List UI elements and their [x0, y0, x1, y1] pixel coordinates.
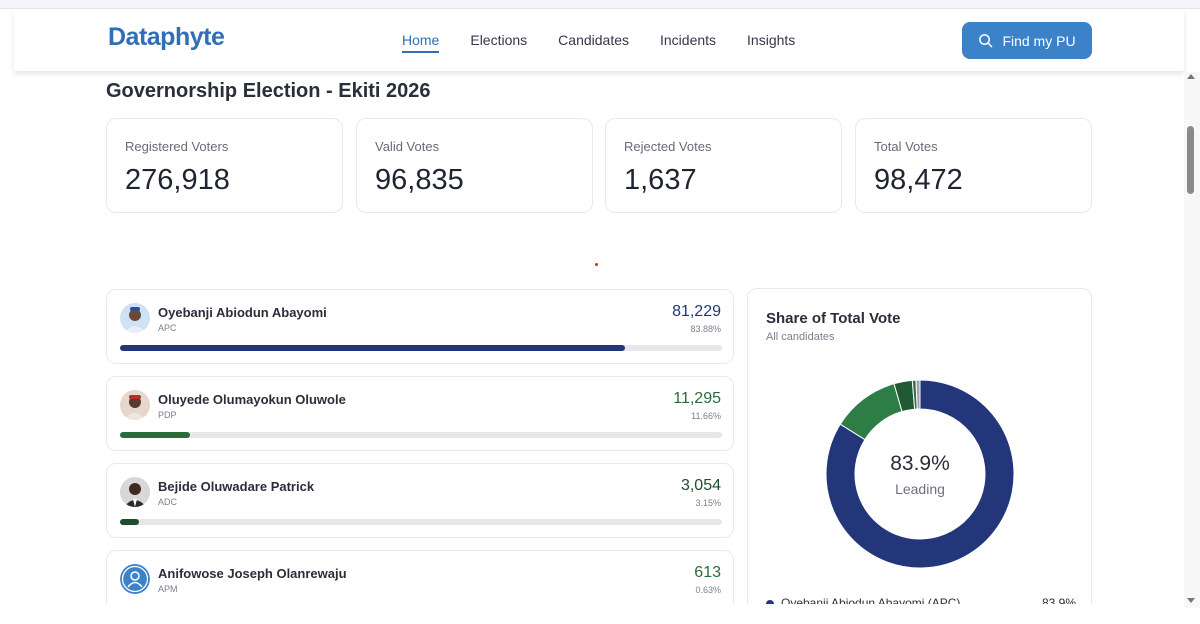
vote-share-bar-fill — [120, 432, 191, 438]
nav-elections[interactable]: Elections — [470, 32, 528, 48]
vote-share-bar-fill — [120, 519, 139, 525]
page-title: Governorship Election - Ekiti 2026 — [106, 80, 431, 102]
stat-value: 1,637 — [624, 164, 697, 196]
user-placeholder-icon — [120, 564, 150, 594]
candidate-votes: 11,295 — [673, 390, 721, 407]
candidate-percent: 11.66% — [691, 411, 721, 421]
candidate-votes: 3,054 — [680, 477, 721, 494]
stat-label: Total Votes — [874, 139, 938, 154]
stat-value: 276,918 — [125, 164, 230, 196]
scroll-down-arrow-icon[interactable] — [1187, 598, 1195, 603]
vote-share-bar-track — [120, 345, 722, 351]
stat-label: Registered Voters — [125, 139, 229, 154]
candidate-avatar — [120, 303, 150, 333]
candidate-votes: 613 — [694, 564, 721, 581]
candidate-party: ADC — [158, 497, 178, 507]
share-subtitle: All candidates — [766, 331, 835, 343]
find-my-pu-button[interactable]: Find my PU — [962, 22, 1092, 59]
stat-card-valid-votes: Valid Votes 96,835 — [356, 118, 593, 213]
candidate-card-apc[interactable]: Oyebanji Abiodun Abayomi APC 81,229 83.8… — [106, 289, 734, 364]
candidate-name: Anifowose Joseph Olanrewaju — [158, 566, 347, 581]
candidate-avatar — [120, 390, 150, 420]
candidate-avatar — [120, 477, 150, 507]
candidate-name: Oluyede Olumayokun Oluwole — [158, 392, 346, 407]
stat-card-registered-voters: Registered Voters 276,918 — [106, 118, 343, 213]
candidate-percent: 83.88% — [690, 324, 721, 334]
page-scrollbar[interactable] — [1184, 72, 1200, 608]
stat-card-total-votes: Total Votes 98,472 — [855, 118, 1092, 213]
candidate-party: APC — [158, 323, 177, 333]
search-icon — [979, 34, 993, 48]
candidate-votes: 81,229 — [672, 303, 721, 320]
candidate-party: APM — [158, 584, 178, 594]
donut-center-value: 83.9% — [890, 452, 950, 475]
loading-indicator-dot — [595, 263, 598, 266]
nav-incidents[interactable]: Incidents — [660, 32, 717, 48]
donut-slice-1[interactable] — [825, 379, 1015, 569]
share-of-total-vote-card: Share of Total Vote All candidates 83.9%… — [747, 288, 1092, 618]
stat-card-rejected-votes: Rejected Votes 1,637 — [605, 118, 842, 213]
vote-share-bar-track — [120, 519, 722, 525]
candidate-card-adc[interactable]: Bejide Oluwadare Patrick ADC 3,054 3.15% — [106, 463, 734, 538]
candidate-percent: 0.63% — [695, 585, 721, 595]
stat-label: Valid Votes — [375, 139, 440, 154]
stat-value: 98,472 — [874, 164, 963, 196]
share-title: Share of Total Vote — [766, 310, 901, 327]
vote-share-donut-chart[interactable] — [820, 374, 1020, 574]
dataphyte-logo[interactable]: Dataphyte — [108, 23, 225, 51]
candidate-party: PDP — [158, 410, 177, 420]
candidate-name: Oyebanji Abiodun Abayomi — [158, 305, 327, 320]
browser-top-strip — [0, 0, 1200, 9]
vote-share-bar-fill — [120, 345, 625, 351]
nav-home[interactable]: Home — [402, 32, 440, 53]
scrollbar-thumb[interactable] — [1187, 126, 1194, 194]
candidate-percent: 3.15% — [695, 498, 721, 508]
stat-value: 96,835 — [375, 164, 464, 196]
stat-label: Rejected Votes — [624, 139, 712, 154]
donut-center-label: Leading — [895, 481, 945, 497]
top-navbar: Dataphyte Home Elections Candidates Inci… — [14, 9, 1184, 71]
nav-insights[interactable]: Insights — [747, 32, 796, 48]
candidate-card-pdp[interactable]: Oluyede Olumayokun Oluwole PDP 11,295 11… — [106, 376, 734, 451]
main-nav: Home Elections Candidates Incidents Insi… — [402, 9, 826, 71]
nav-candidates[interactable]: Candidates — [558, 32, 629, 48]
find-my-pu-label: Find my PU — [1002, 32, 1076, 49]
candidate-name: Bejide Oluwadare Patrick — [158, 479, 315, 494]
scroll-up-arrow-icon[interactable] — [1187, 74, 1195, 79]
donut-slice-5[interactable] — [915, 379, 921, 410]
viewport-bottom-edge — [0, 604, 1184, 624]
vote-share-bar-track — [120, 432, 722, 438]
